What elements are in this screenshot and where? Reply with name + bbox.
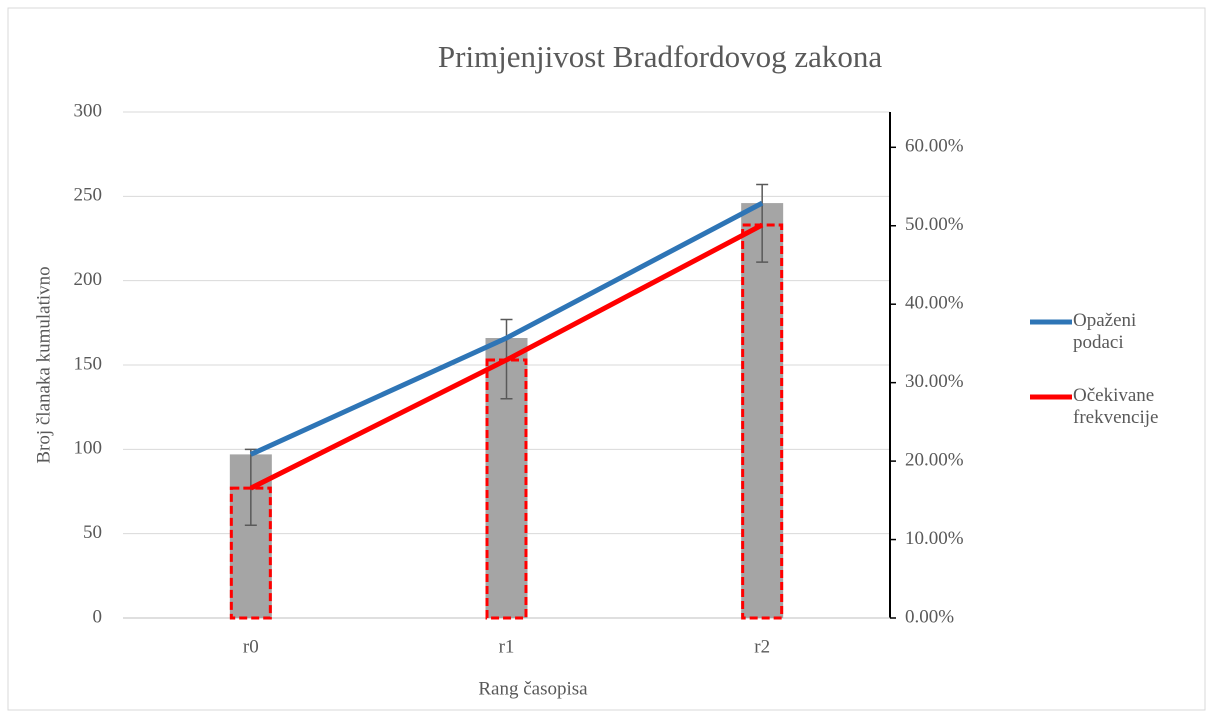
y-tick-label: 300 <box>74 100 103 121</box>
x-tick-label: r2 <box>754 636 770 657</box>
chart-title: Primjenjivost Bradfordovog zakona <box>438 39 882 74</box>
y2-tick-label: 20.00% <box>905 449 964 470</box>
error-bar-upper <box>500 318 513 339</box>
legend-label: Opaženi podaci <box>1073 310 1137 353</box>
line <box>249 200 764 457</box>
y-tick-label: 0 <box>93 606 103 627</box>
y2-tick-label: 10.00% <box>905 528 964 549</box>
y-tick-label: 250 <box>74 185 103 206</box>
y-tick-label: 50 <box>83 522 102 543</box>
x-axis-title: Rang časopisa <box>478 678 588 699</box>
y-tick-label: 200 <box>74 269 103 290</box>
y2-tick-label: 50.00% <box>905 214 964 235</box>
y2-tick-label: 60.00% <box>905 136 964 157</box>
error-bar-upper <box>756 183 769 204</box>
bar <box>741 203 784 618</box>
error-bar-lower <box>756 203 769 263</box>
y-axis-title: Broj članaka kumulativno <box>33 266 54 463</box>
line <box>249 222 764 491</box>
legend-label: Očekivane frekvencije <box>1073 385 1159 428</box>
y2-tick-label: 30.00% <box>905 371 964 392</box>
error-bar-lower <box>244 454 257 526</box>
y2-tick-label: 0.00% <box>905 606 954 627</box>
x-tick-label: r1 <box>499 636 515 657</box>
chart-border <box>7 7 1206 711</box>
error-bar-lower <box>500 338 513 400</box>
y-tick-label: 150 <box>74 353 103 374</box>
y-tick-label: 100 <box>74 438 103 459</box>
x-tick-label: r0 <box>243 636 259 657</box>
y2-tick-label: 40.00% <box>905 293 964 314</box>
